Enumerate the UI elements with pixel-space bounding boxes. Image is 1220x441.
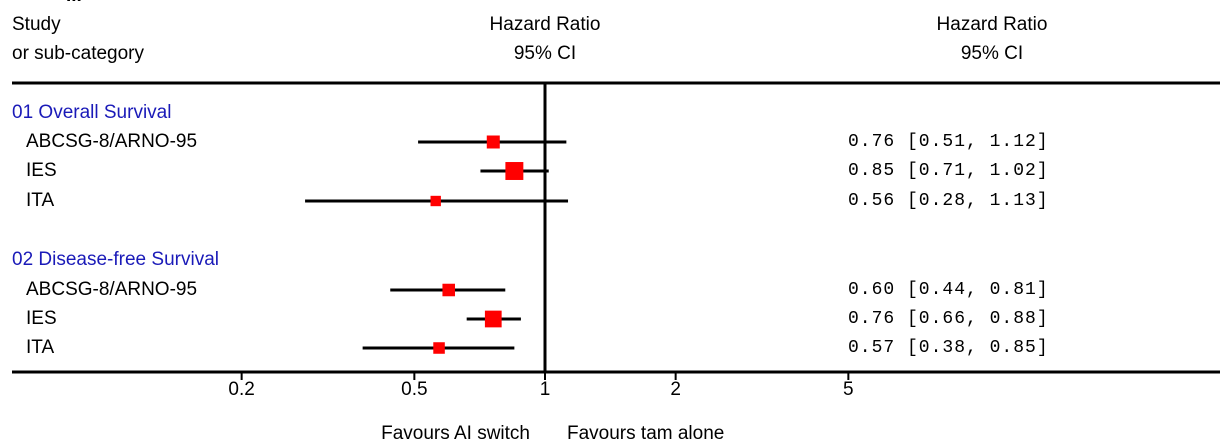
point-estimate-marker: [505, 162, 524, 180]
group-heading: 02 Disease-free Survival: [12, 249, 219, 270]
study-column-header-line1: Study: [12, 14, 61, 35]
hazard-ratio-ci-value: 0.60 [0.44, 0.81]: [848, 280, 1049, 300]
axis-tick-label: 5: [843, 379, 854, 400]
study-label: ITA: [26, 337, 55, 358]
study-label: ITA: [26, 190, 55, 211]
point-estimate-marker: [433, 342, 445, 354]
study-label: ABCSG-8/ARNO-95: [26, 279, 198, 300]
favours-right-label: Favours tam alone: [567, 423, 725, 441]
plot-column-header-line2: 95% CI: [513, 43, 577, 64]
value-column-header-line2: 95% CI: [960, 43, 1024, 64]
study-label: IES: [26, 308, 57, 329]
header-fragment: ...: [66, 0, 82, 7]
point-estimate-marker: [430, 195, 441, 207]
point-estimate-marker: [442, 283, 455, 297]
point-estimate-marker: [484, 310, 502, 328]
study-label: IES: [26, 160, 57, 181]
value-column-header-line1: Hazard Ratio: [936, 14, 1048, 35]
axis-tick-label: 2: [670, 379, 681, 400]
hazard-ratio-ci-value: 0.85 [0.71, 1.02]: [848, 161, 1049, 181]
favours-left-label: Favours AI switch: [381, 423, 530, 441]
group-heading: 01 Overall Survival: [12, 102, 172, 123]
plot-column-header-line1: Hazard Ratio: [489, 14, 601, 35]
axis-tick-label: 1: [539, 379, 551, 400]
hazard-ratio-ci-value: 0.57 [0.38, 0.85]: [848, 338, 1049, 358]
hazard-ratio-ci-value: 0.76 [0.66, 0.88]: [848, 309, 1049, 329]
study-column-header-line2: or sub-category: [12, 43, 145, 64]
hazard-ratio-ci-value: 0.76 [0.51, 1.12]: [848, 132, 1049, 152]
hazard-ratio-ci-value: 0.56 [0.28, 1.13]: [848, 191, 1049, 211]
study-label: ABCSG-8/ARNO-95: [26, 131, 198, 152]
point-estimate-marker: [486, 135, 500, 149]
axis-tick-label: 0.5: [401, 379, 428, 400]
axis-tick-label: 0.2: [228, 379, 255, 400]
